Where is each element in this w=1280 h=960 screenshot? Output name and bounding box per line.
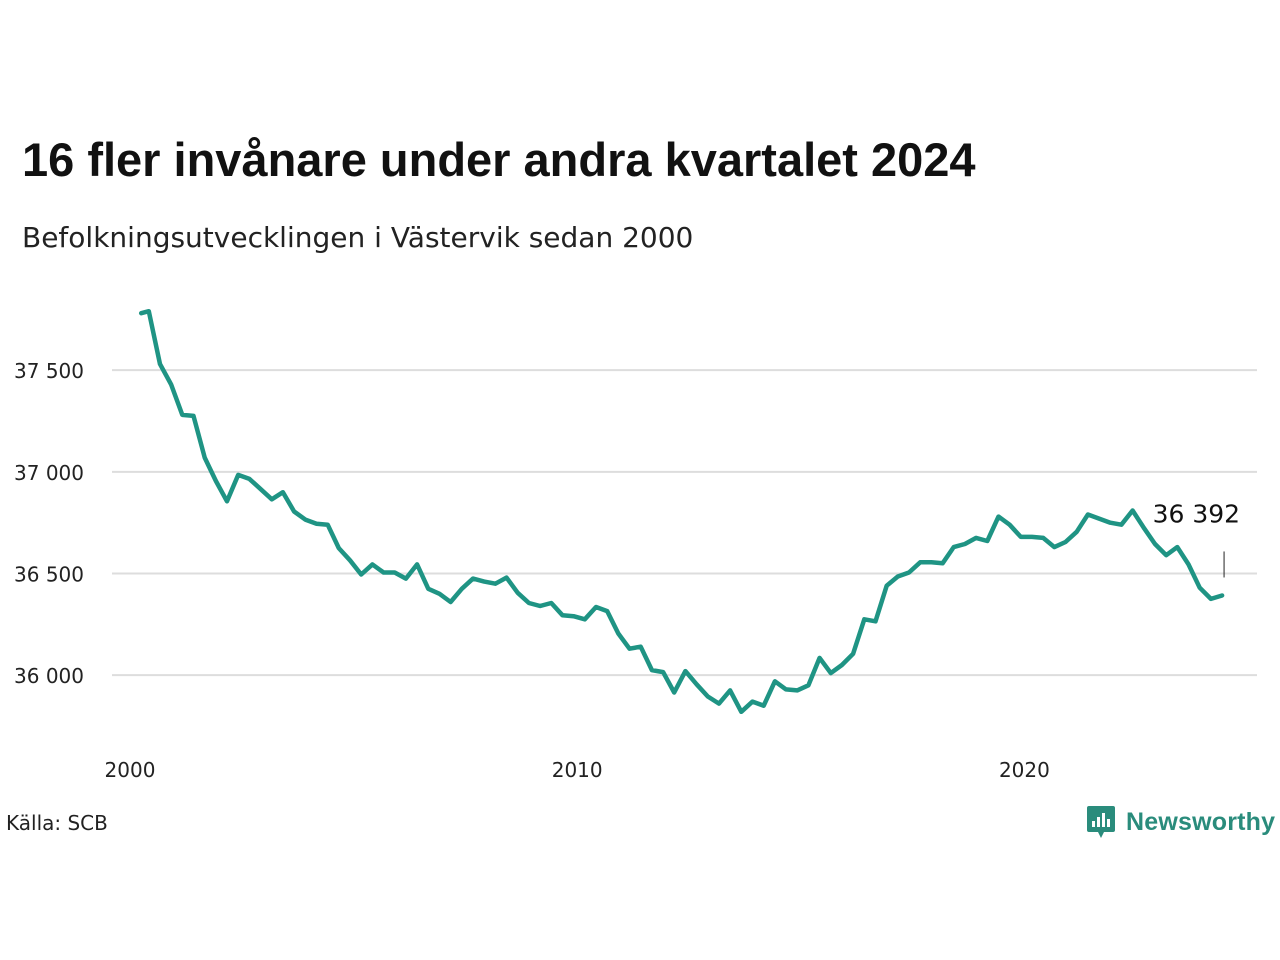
population-series-line (138, 308, 1225, 715)
last-value-label: 36 392 (1153, 499, 1240, 528)
y-tick-label: 37 000 (14, 461, 84, 485)
chart-subtitle: Befolkningsutvecklingen i Västervik seda… (22, 221, 694, 254)
y-axis-ticks: 36 000 36 500 37 000 37 500 (14, 359, 84, 688)
source-note: Källa: SCB (6, 811, 108, 835)
x-tick-label: 2010 (552, 758, 603, 782)
x-tick-label: 2020 (999, 758, 1050, 782)
y-tick-label: 36 000 (14, 664, 84, 688)
newsworthy-logo: Newsworthy (1086, 803, 1275, 841)
x-tick-label: 2000 (105, 758, 156, 782)
y-tick-label: 37 500 (14, 359, 84, 383)
line-chart: 36 000 36 500 37 000 37 500 2000 2010 2020 36… (14, 308, 1257, 782)
chart-title: 16 fler invånare under andra kvartalet 2… (22, 133, 976, 186)
x-axis-ticks: 2000 2010 2020 (105, 758, 1050, 782)
y-tick-label: 36 500 (14, 563, 84, 587)
newsworthy-logo-icon (1087, 806, 1115, 838)
brand-name: Newsworthy (1126, 807, 1276, 836)
